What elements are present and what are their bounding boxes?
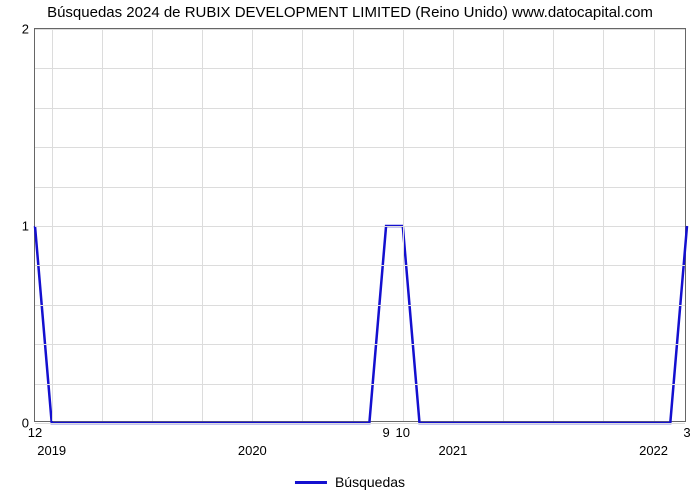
grid-line-h-minor: [35, 384, 685, 385]
y-tick-label: 2: [22, 22, 35, 37]
y-tick-label: 1: [22, 219, 35, 234]
grid-line-h-minor: [35, 147, 685, 148]
grid-line-v: [202, 29, 203, 421]
grid-line-h: [35, 29, 685, 30]
plot-area: 0122019202020212022129103: [34, 28, 686, 422]
legend-swatch: [295, 481, 327, 484]
x-point-label: 3: [683, 421, 690, 440]
x-year-label: 2022: [639, 421, 668, 458]
grid-line-h-minor: [35, 344, 685, 345]
grid-line-v: [102, 29, 103, 421]
grid-line-v: [403, 29, 404, 421]
grid-line-v: [603, 29, 604, 421]
x-point-label: 12: [28, 421, 42, 440]
grid-line-v: [503, 29, 504, 421]
legend: Búsquedas: [295, 474, 405, 490]
series-line: [35, 226, 687, 423]
grid-line-h-minor: [35, 305, 685, 306]
grid-line-v: [353, 29, 354, 421]
x-year-label: 2020: [238, 421, 267, 458]
grid-line-h: [35, 423, 685, 424]
x-year-label: 2021: [438, 421, 467, 458]
grid-line-h-minor: [35, 108, 685, 109]
chart-title: Búsquedas 2024 de RUBIX DEVELOPMENT LIMI…: [0, 0, 700, 21]
grid-line-h-minor: [35, 68, 685, 69]
grid-line-v: [152, 29, 153, 421]
grid-line-v: [302, 29, 303, 421]
grid-line-v: [52, 29, 53, 421]
grid-line-v: [453, 29, 454, 421]
legend-label: Búsquedas: [335, 474, 405, 490]
grid-line-h-minor: [35, 265, 685, 266]
x-point-label: 9: [382, 421, 389, 440]
grid-line-h-minor: [35, 187, 685, 188]
grid-line-v: [252, 29, 253, 421]
grid-line-h: [35, 226, 685, 227]
grid-line-v: [654, 29, 655, 421]
x-point-label: 10: [396, 421, 410, 440]
grid-line-v: [553, 29, 554, 421]
